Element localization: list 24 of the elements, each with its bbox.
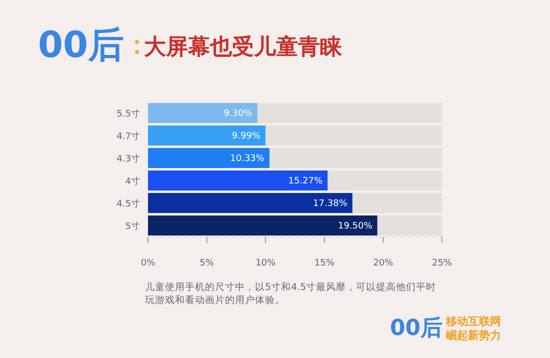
data-label: 9.99% [232,132,261,142]
y-tick-label: 4.5寸 [116,198,140,210]
y-tick-label: 4.7寸 [116,130,140,142]
y-tick-label: 5.5寸 [116,108,140,120]
y-tick-label: 4.3寸 [116,153,140,164]
chart-title: 00后 [38,25,124,66]
text: 00后 [390,316,443,342]
data-label: 10.33% [230,154,265,164]
data-label: 9.30% [224,109,253,120]
text: 移动互联网 [446,315,501,328]
y-tick-label: 5寸 [125,220,140,232]
chart-subtitle: 大屏幕也受儿童青睐 [144,34,342,62]
data-label: 17.38% [313,199,348,210]
x-tick-label: 0% [140,258,156,268]
x-tick-label: 10% [256,258,276,268]
data-label: 15.27% [288,176,324,187]
data-label: 19.50% [338,222,373,232]
x-tick-label: 15% [314,258,335,268]
text: 崛起新势力 [446,329,501,342]
x-tick-label: 25% [432,258,452,268]
text: 儿童使用手机的尺寸中，以5寸和4.5寸最风靡，可以提高他们平时玩游戏和看动画片的用户体验。 [145,281,438,307]
x-tick-label: 5% [200,258,214,268]
y-tick-label: 4寸 [125,176,140,187]
x-tick-label: 20% [373,258,394,268]
